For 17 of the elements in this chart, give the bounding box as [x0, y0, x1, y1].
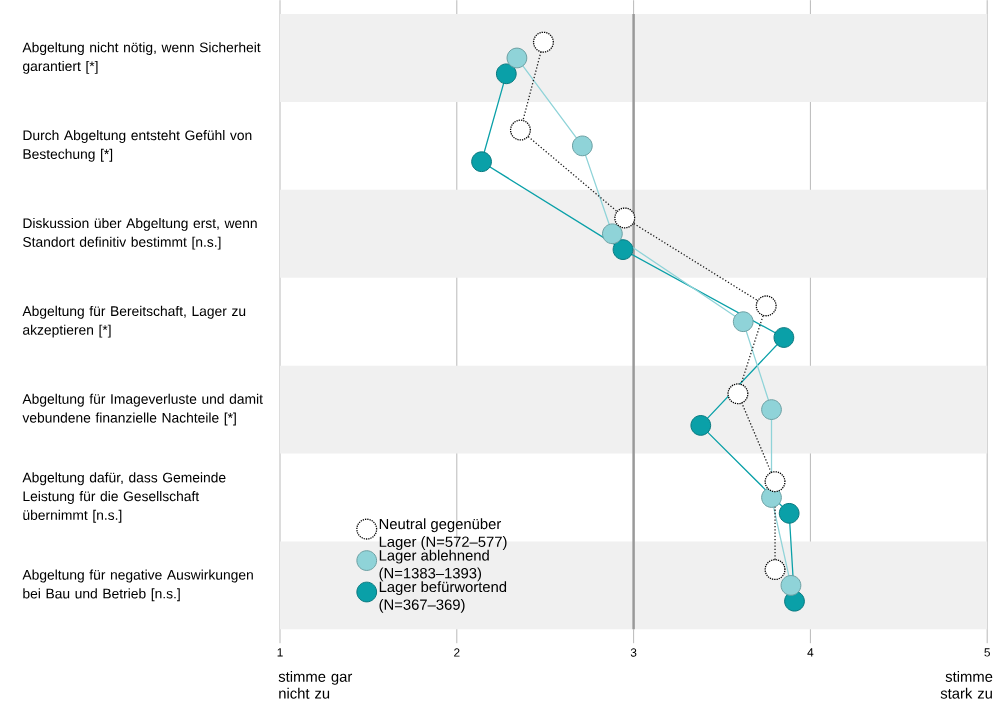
- text: stimme stark zu: [940, 670, 993, 699]
- legend-label: Neutral gegenüber Lager (N=572–577): [379, 518, 507, 550]
- x-tick-label: 3: [630, 648, 637, 657]
- legend-label: Lager ablehnend (N=1383–1393): [379, 549, 489, 582]
- x-tick-label: 5: [984, 648, 990, 657]
- y-tick-label: Durch Abgeltung entsteht Gefühl von Bestechung [*]: [23, 129, 252, 162]
- x-tick-label: 1: [277, 648, 283, 657]
- y-tick-label: Abgeltung für Bereitschaft, Lager zu akzeptieren [*]: [22, 305, 246, 338]
- legend-label: Lager befürwortend (N=367–369): [379, 581, 507, 613]
- y-tick-label: Diskussion über Abgeltung erst, wenn Standort definitiv bestimmt [n.s.]: [23, 217, 257, 250]
- y-tick-label: Abgeltung dafür, dass Gemeinde Leistung für die Gesellschaft übernimmt [n.s.]: [22, 472, 226, 523]
- text: stimme gar nicht zu: [278, 670, 353, 699]
- y-tick-label: Abgeltung nicht nötig, wenn Sicherheit garantiert [*]: [22, 41, 261, 74]
- x-tick-label: 2: [454, 648, 460, 657]
- y-tick-label: Abgeltung für negative Auswirkungen bei Bau und Betrieb [n.s.]: [22, 569, 253, 602]
- y-tick-label: Abgeltung für Imageverluste und damit vebundene finanzielle Nachteile [*]: [22, 393, 263, 426]
- x-tick-label: 4: [807, 648, 814, 657]
